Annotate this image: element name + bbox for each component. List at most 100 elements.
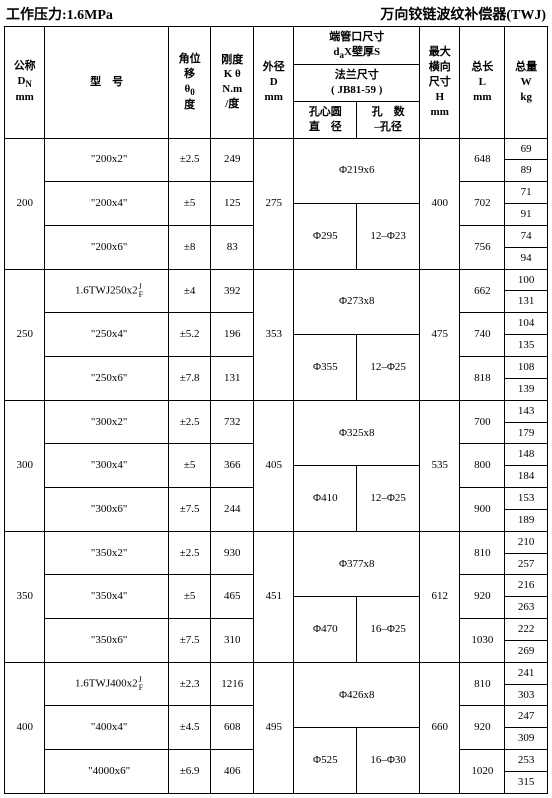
weight-cell: 303 xyxy=(505,684,548,706)
weight-cell: 253 xyxy=(505,750,548,772)
od-cell: 353 xyxy=(254,269,294,400)
flange-n-cell: 16–Φ25 xyxy=(357,597,420,663)
end-pipe-cell: Φ273x8 xyxy=(294,269,420,335)
od-cell: 451 xyxy=(254,531,294,662)
length-cell: 920 xyxy=(460,575,505,619)
weight-cell: 69 xyxy=(505,138,548,160)
weight-cell: 94 xyxy=(505,247,548,269)
ang-cell: ±4 xyxy=(168,269,211,313)
dn-cell: 200 xyxy=(5,138,45,269)
ang-cell: ±5 xyxy=(168,182,211,226)
model-cell: "400x4" xyxy=(45,706,168,750)
ang-cell: ±7.8 xyxy=(168,356,211,400)
weight-cell: 247 xyxy=(505,706,548,728)
flange-n-cell: 12–Φ23 xyxy=(357,204,420,270)
flange-n-cell: 16–Φ30 xyxy=(357,728,420,794)
th-angle: 角位移θ0度 xyxy=(168,27,211,139)
weight-cell: 108 xyxy=(505,356,548,378)
weight-cell: 74 xyxy=(505,225,548,247)
dn-cell: 300 xyxy=(5,400,45,531)
h-cell: 475 xyxy=(420,269,460,400)
weight-cell: 179 xyxy=(505,422,548,444)
k-cell: 310 xyxy=(211,619,254,663)
end-pipe-cell: Φ219x6 xyxy=(294,138,420,204)
th-len: 总长Lmm xyxy=(460,27,505,139)
dn-cell: 350 xyxy=(5,531,45,662)
ang-cell: ±5 xyxy=(168,444,211,488)
ang-cell: ±4.5 xyxy=(168,706,211,750)
h-cell: 535 xyxy=(420,400,460,531)
length-cell: 756 xyxy=(460,225,505,269)
length-cell: 810 xyxy=(460,662,505,706)
length-cell: 1030 xyxy=(460,619,505,663)
th-end-top: 端管口尺寸daX壁厚S xyxy=(294,27,420,65)
model-cell: "350x2" xyxy=(45,531,168,575)
flange-n-cell: 12–Φ25 xyxy=(357,335,420,401)
ang-cell: ±2.5 xyxy=(168,138,211,182)
k-cell: 1216 xyxy=(211,662,254,706)
header-right: 万向铰链波纹补偿器(TWJ) xyxy=(380,4,546,24)
model-cell: "4000x6" xyxy=(45,750,168,794)
k-cell: 131 xyxy=(211,356,254,400)
k-cell: 930 xyxy=(211,531,254,575)
ang-cell: ±5 xyxy=(168,575,211,619)
length-cell: 662 xyxy=(460,269,505,313)
model-cell: "300x6" xyxy=(45,488,168,532)
length-cell: 702 xyxy=(460,182,505,226)
flange-d-cell: Φ410 xyxy=(294,466,357,532)
dn-cell: 400 xyxy=(5,662,45,793)
table-head: 公称DNmm 型 号 角位移θ0度 刚度K θN.m/度 外径Dmm 端管口尺寸… xyxy=(5,27,548,139)
k-cell: 244 xyxy=(211,488,254,532)
weight-cell: 148 xyxy=(505,444,548,466)
flange-d-cell: Φ525 xyxy=(294,728,357,794)
model-cell: 1.6TWJ400x2JF xyxy=(45,662,168,706)
end-pipe-cell: Φ325x8 xyxy=(294,400,420,466)
flange-n-cell: 12–Φ25 xyxy=(357,466,420,532)
h-cell: 660 xyxy=(420,662,460,793)
th-stiff: 刚度K θN.m/度 xyxy=(211,27,254,139)
weight-cell: 263 xyxy=(505,597,548,619)
weight-cell: 100 xyxy=(505,269,548,291)
k-cell: 732 xyxy=(211,400,254,444)
model-cell: "250x6" xyxy=(45,356,168,400)
flange-d-cell: Φ295 xyxy=(294,204,357,270)
model-cell: "300x4" xyxy=(45,444,168,488)
th-flange-mid: 法兰尺寸( JB81-59 ) xyxy=(294,65,420,102)
k-cell: 608 xyxy=(211,706,254,750)
weight-cell: 104 xyxy=(505,313,548,335)
dn-cell: 250 xyxy=(5,269,45,400)
model-cell: "200x6" xyxy=(45,225,168,269)
weight-cell: 135 xyxy=(505,335,548,357)
model-cell: "300x2" xyxy=(45,400,168,444)
length-cell: 1020 xyxy=(460,750,505,794)
weight-cell: 153 xyxy=(505,488,548,510)
length-cell: 800 xyxy=(460,444,505,488)
model-cell: "250x4" xyxy=(45,313,168,357)
k-cell: 465 xyxy=(211,575,254,619)
header-left: 工作压力:1.6MPa xyxy=(6,4,113,24)
weight-cell: 222 xyxy=(505,619,548,641)
th-maxh: 最大横向尺寸Hmm xyxy=(420,27,460,139)
header-row: 工作压力:1.6MPa 万向铰链波纹补偿器(TWJ) xyxy=(4,4,548,24)
length-cell: 900 xyxy=(460,488,505,532)
weight-cell: 216 xyxy=(505,575,548,597)
model-cell: "200x2" xyxy=(45,138,168,182)
length-cell: 700 xyxy=(460,400,505,444)
k-cell: 392 xyxy=(211,269,254,313)
weight-cell: 241 xyxy=(505,662,548,684)
weight-cell: 257 xyxy=(505,553,548,575)
model-cell: "350x4" xyxy=(45,575,168,619)
weight-cell: 269 xyxy=(505,640,548,662)
h-cell: 612 xyxy=(420,531,460,662)
th-wt: 总量Wkg xyxy=(505,27,548,139)
th-flange-n: 孔 数–孔径 xyxy=(357,101,420,138)
weight-cell: 143 xyxy=(505,400,548,422)
ang-cell: ±2.5 xyxy=(168,400,211,444)
od-cell: 275 xyxy=(254,138,294,269)
flange-d-cell: Φ355 xyxy=(294,335,357,401)
length-cell: 818 xyxy=(460,356,505,400)
ang-cell: ±8 xyxy=(168,225,211,269)
th-flange-d: 孔心圆直 径 xyxy=(294,101,357,138)
h-cell: 400 xyxy=(420,138,460,269)
weight-cell: 71 xyxy=(505,182,548,204)
